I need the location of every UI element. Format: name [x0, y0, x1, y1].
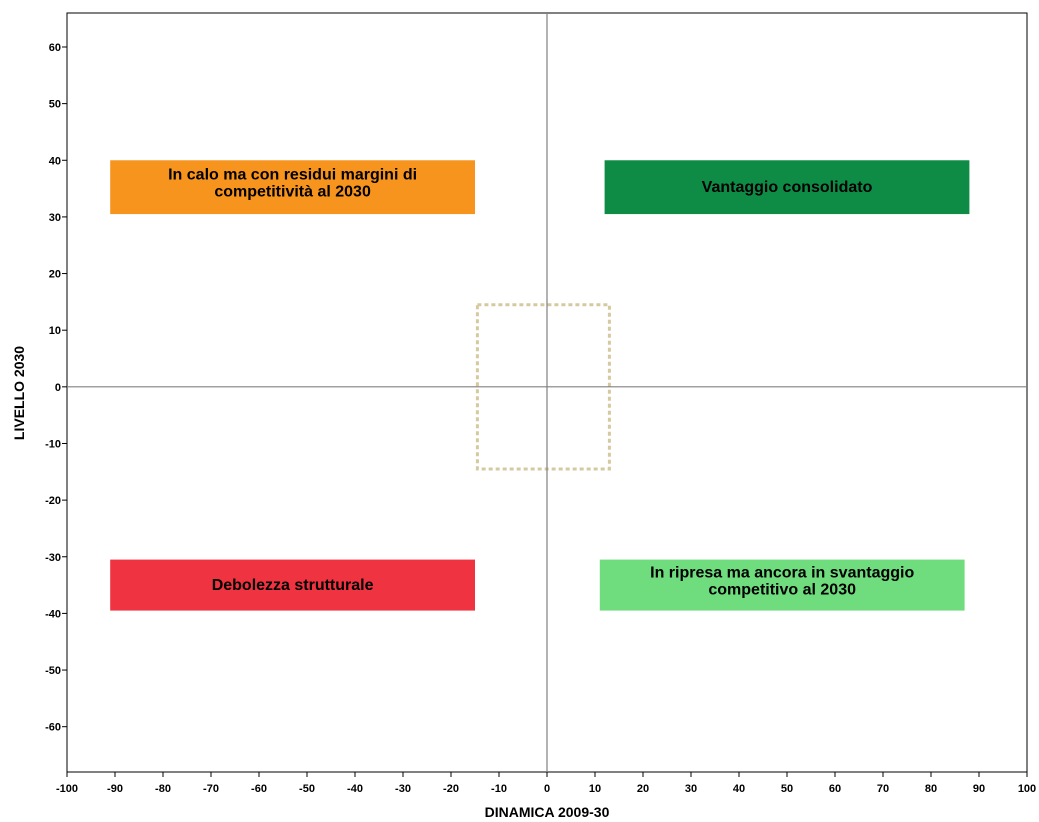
quadrant-region: In ripresa ma ancora in svantaggiocompet… — [599, 559, 965, 611]
quadrant-region: Vantaggio consolidato — [604, 160, 970, 215]
y-tick-label: 20 — [49, 269, 61, 281]
y-tick-label: -40 — [45, 608, 61, 620]
quadrant-label: competitivo al 2030 — [708, 582, 856, 599]
x-tick-label: 20 — [637, 783, 649, 795]
x-tick-label: 10 — [589, 783, 601, 795]
x-tick-label: -70 — [203, 783, 219, 795]
neutral-zone — [475, 303, 611, 471]
x-tick-label: -100 — [56, 783, 78, 795]
quadrant-box — [604, 160, 970, 215]
x-tick-label: 80 — [925, 783, 937, 795]
quadrant-label: competitività al 2030 — [214, 184, 371, 201]
quadrant-label: Debolezza strutturale — [212, 577, 374, 594]
y-tick-label: 10 — [49, 325, 61, 337]
x-tick-label: -30 — [395, 783, 411, 795]
y-tick-label: 50 — [49, 99, 61, 111]
quadrant-box — [599, 559, 965, 611]
quadrant-label: Vantaggio consolidato — [702, 179, 873, 196]
x-tick-label: -90 — [107, 783, 123, 795]
x-tick-label: 40 — [733, 783, 745, 795]
x-tick-label: -20 — [443, 783, 459, 795]
y-tick-label: -60 — [45, 722, 61, 734]
y-tick-label: 30 — [49, 212, 61, 224]
x-axis-title: DINAMICA 2009-30 — [485, 804, 610, 820]
x-tick-label: -50 — [299, 783, 315, 795]
x-tick-label: 60 — [829, 783, 841, 795]
x-tick-label: 50 — [781, 783, 793, 795]
x-tick-label: -80 — [155, 783, 171, 795]
quadrant-box — [110, 559, 475, 611]
x-tick-label: -60 — [251, 783, 267, 795]
y-tick-label: -50 — [45, 665, 61, 677]
x-tick-label: -10 — [491, 783, 507, 795]
x-tick-label: 90 — [973, 783, 985, 795]
y-tick-label: -10 — [45, 438, 61, 450]
x-tick-label: 100 — [1018, 783, 1036, 795]
y-axis-title: LIVELLO 2030 — [11, 346, 27, 440]
quadrant-label: In ripresa ma ancora in svantaggio — [650, 565, 914, 582]
y-tick-label: 40 — [49, 155, 61, 167]
x-tick-label: 30 — [685, 783, 697, 795]
quadrant-region: In calo ma con residui margini dicompeti… — [110, 160, 475, 215]
y-tick-label: 60 — [49, 42, 61, 54]
x-tick-label: 70 — [877, 783, 889, 795]
quadrant-label: In calo ma con residui margini di — [168, 167, 417, 184]
x-tick-label: 0 — [544, 783, 550, 795]
y-tick-label: -20 — [45, 495, 61, 507]
quadrant-region: Debolezza strutturale — [110, 559, 475, 611]
quadrant-box — [110, 160, 475, 215]
y-tick-label: 0 — [55, 382, 61, 394]
x-tick-label: -40 — [347, 783, 363, 795]
y-tick-label: -30 — [45, 552, 61, 564]
